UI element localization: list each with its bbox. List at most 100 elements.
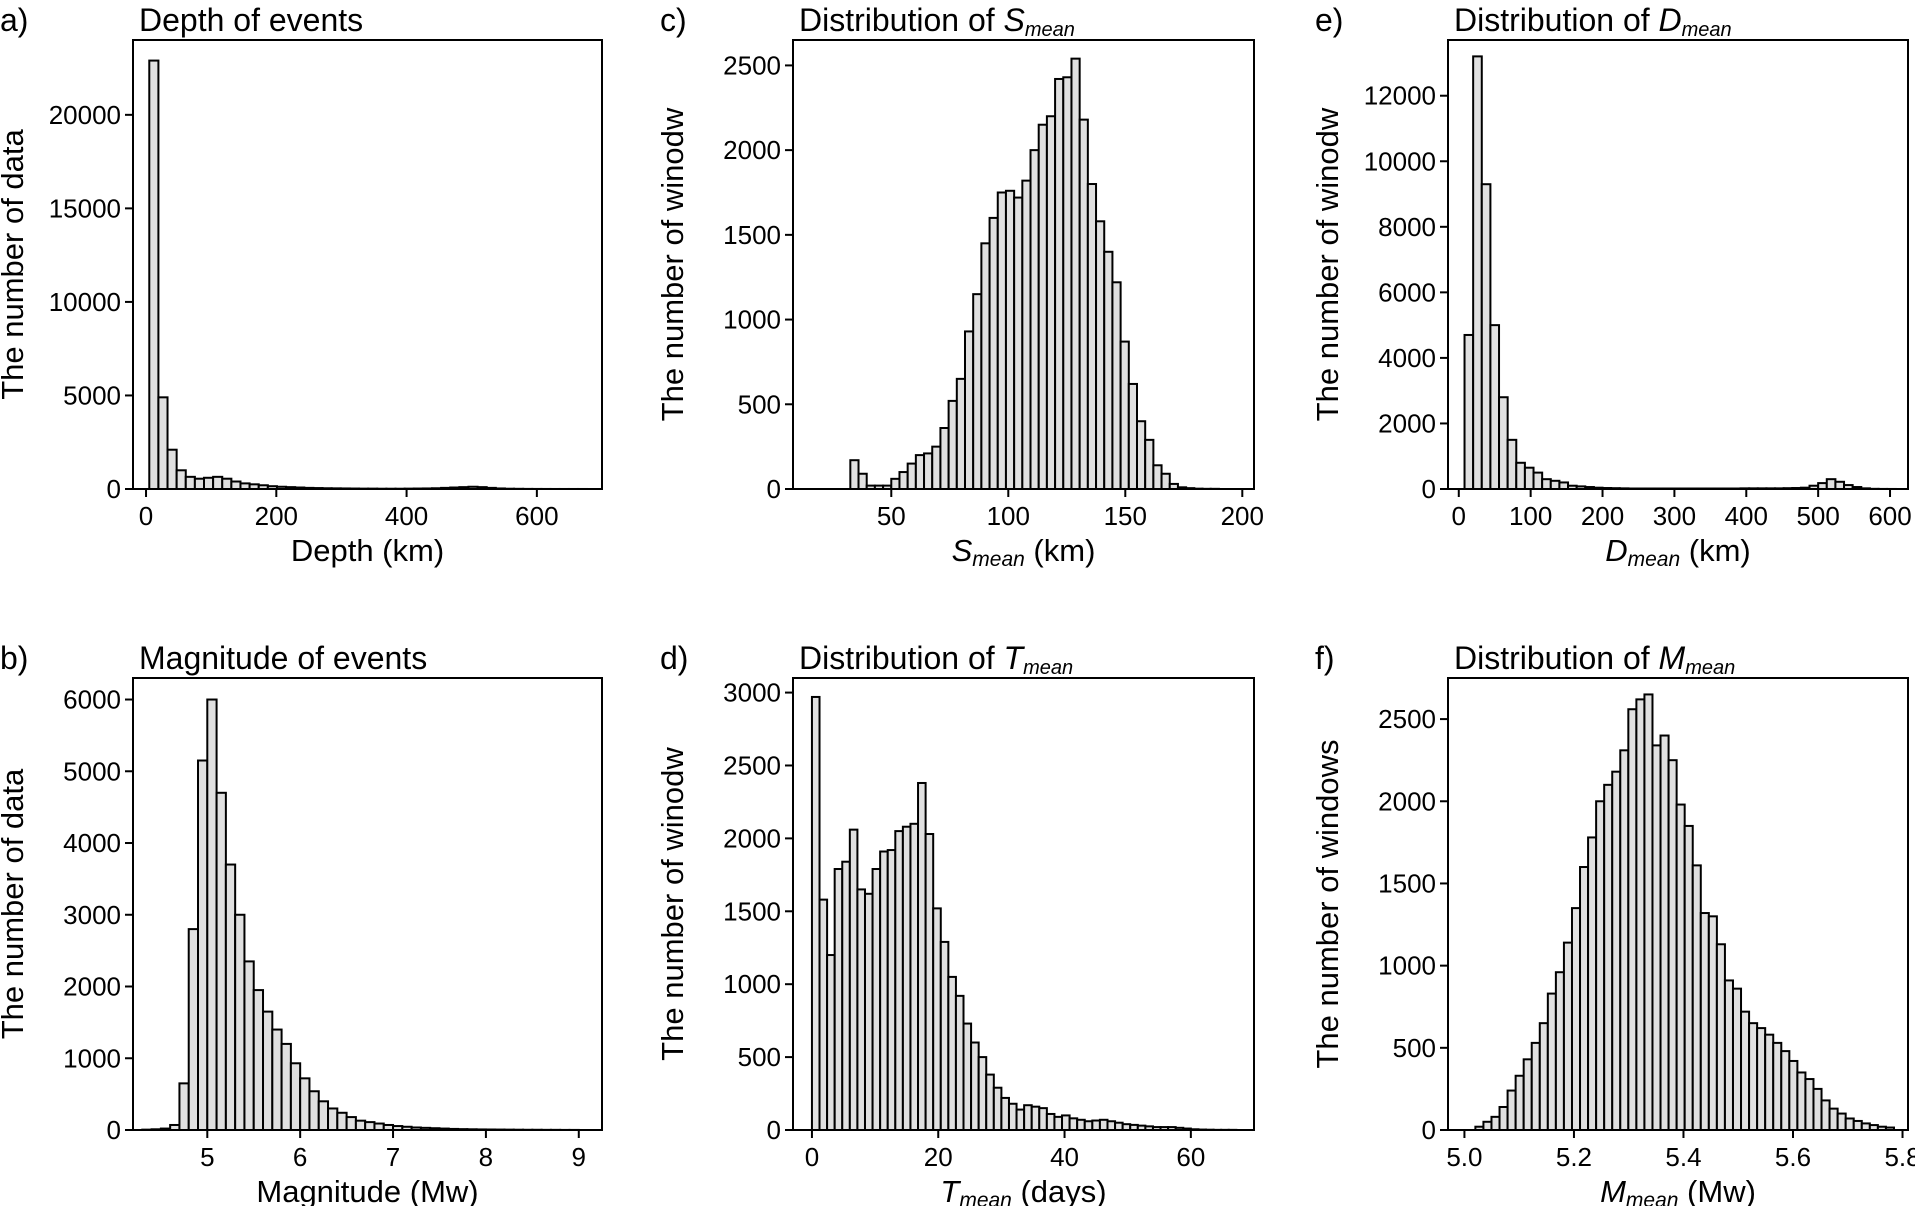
bar	[1004, 189, 1016, 490]
bar	[1740, 1010, 1751, 1132]
x-axis-label: Tmean (days)	[940, 1174, 1106, 1206]
bar	[1498, 396, 1509, 491]
y-axis-label: The number of windows	[1310, 739, 1345, 1068]
bar	[1482, 1120, 1493, 1132]
bar	[1506, 1089, 1517, 1132]
bar	[187, 928, 200, 1131]
bar	[932, 907, 942, 1132]
x-tick-label: 150	[1104, 501, 1147, 531]
panel-letter: b)	[0, 640, 28, 676]
y-tick-label: 1500	[1378, 868, 1436, 898]
bar	[879, 850, 889, 1132]
bar	[955, 377, 966, 490]
bar	[1037, 123, 1048, 490]
bar	[280, 1042, 292, 1132]
y-tick-label: 0	[1422, 1115, 1436, 1145]
x-axis-label: Dmean (km)	[1605, 533, 1751, 571]
y-tick-label: 2500	[723, 750, 781, 780]
bar	[1541, 478, 1552, 490]
panel-title: Distribution of Mmean	[1454, 640, 1735, 679]
bar	[1651, 744, 1662, 1131]
x-axis-symbol: T	[940, 1174, 961, 1206]
panel-title-text: Distribution of	[799, 2, 1004, 38]
bar	[1068, 1117, 1079, 1131]
x-tick-label: 5.0	[1446, 1142, 1482, 1172]
bar	[1699, 912, 1710, 1131]
bar	[931, 445, 942, 490]
y-tick-label: 0	[1422, 474, 1436, 504]
bars	[849, 57, 1220, 491]
bar	[1127, 382, 1138, 491]
bar	[1083, 1120, 1094, 1131]
bar	[947, 975, 957, 1131]
plot-frame	[792, 677, 1255, 1131]
bar	[1515, 461, 1526, 491]
bar	[1804, 1078, 1815, 1131]
x-tick-label: 5.4	[1665, 1142, 1701, 1172]
x-axis-label: Magnitude (Mw)	[256, 1174, 478, 1206]
bar	[901, 825, 912, 1131]
bar	[1643, 693, 1654, 1131]
x-tick-label: 400	[385, 501, 428, 531]
bar	[1579, 866, 1590, 1131]
bar	[996, 191, 1007, 490]
bar	[848, 828, 859, 1132]
bar	[221, 477, 233, 491]
x-tick-label: 400	[1725, 501, 1768, 531]
bar	[914, 454, 926, 491]
panel-title-text: Magnitude of events	[139, 640, 427, 676]
bar	[1570, 907, 1582, 1131]
bar	[1825, 478, 1837, 490]
bars	[141, 698, 580, 1132]
bar	[1490, 1115, 1501, 1132]
bar	[157, 396, 169, 490]
x-tick-label: 5	[200, 1142, 214, 1172]
panel-letter: e)	[1315, 2, 1343, 38]
panel-title-text: Distribution of	[1454, 2, 1659, 38]
bar	[1015, 1108, 1026, 1131]
x-axis-unit: (Mw)	[1678, 1174, 1755, 1206]
bar	[203, 476, 215, 490]
panel-e: 0 100 200 300 400 500 600020004000600080001000…	[1310, 2, 1912, 571]
bar	[1480, 183, 1492, 490]
panel-title-subscript: mean	[1023, 657, 1073, 679]
bar	[1554, 971, 1565, 1132]
bar	[1160, 472, 1171, 491]
bar	[1007, 1102, 1018, 1132]
y-tick-label: 12000	[1364, 81, 1436, 111]
bar	[894, 830, 904, 1132]
x-tick-label: 5.2	[1556, 1142, 1592, 1172]
bar	[1000, 1096, 1010, 1132]
y-tick-label: 2000	[723, 135, 781, 165]
y-tick-label: 0	[107, 474, 121, 504]
bar	[1748, 1022, 1759, 1131]
panel-title-subscript: mean	[1685, 657, 1735, 679]
bar	[856, 888, 866, 1132]
bar	[1038, 1107, 1048, 1131]
y-tick-label: 2000	[723, 823, 781, 853]
bar	[939, 940, 950, 1131]
bar	[1836, 1112, 1847, 1131]
bar	[1844, 1117, 1855, 1131]
bar	[1045, 115, 1057, 491]
panel-title-subscript: mean	[1682, 19, 1732, 41]
y-tick-label: 10000	[1364, 146, 1436, 176]
bar	[1029, 149, 1040, 490]
bars	[148, 59, 589, 491]
bar	[972, 293, 983, 490]
panel-title: Distribution of Tmean	[799, 640, 1073, 679]
bar	[1595, 800, 1606, 1131]
x-axis-label: Mmean (Mw)	[1600, 1174, 1756, 1206]
bar	[1152, 464, 1163, 490]
bar	[1054, 77, 1065, 490]
bar	[833, 868, 844, 1132]
bar	[243, 960, 255, 1132]
bar	[1834, 480, 1846, 491]
bar	[906, 462, 917, 490]
bar	[1091, 1119, 1101, 1132]
bar	[947, 399, 958, 491]
y-tick-label: 0	[107, 1115, 121, 1145]
bar	[234, 913, 246, 1131]
bar	[308, 1090, 320, 1132]
x-axis-subscript: mean	[959, 1189, 1012, 1206]
